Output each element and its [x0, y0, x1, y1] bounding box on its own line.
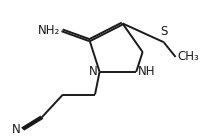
Text: N: N — [12, 123, 21, 136]
Text: CH₃: CH₃ — [177, 51, 198, 63]
Text: NH: NH — [137, 65, 155, 78]
Text: N: N — [89, 65, 97, 78]
Text: S: S — [159, 25, 167, 38]
Text: NH₂: NH₂ — [38, 24, 60, 37]
